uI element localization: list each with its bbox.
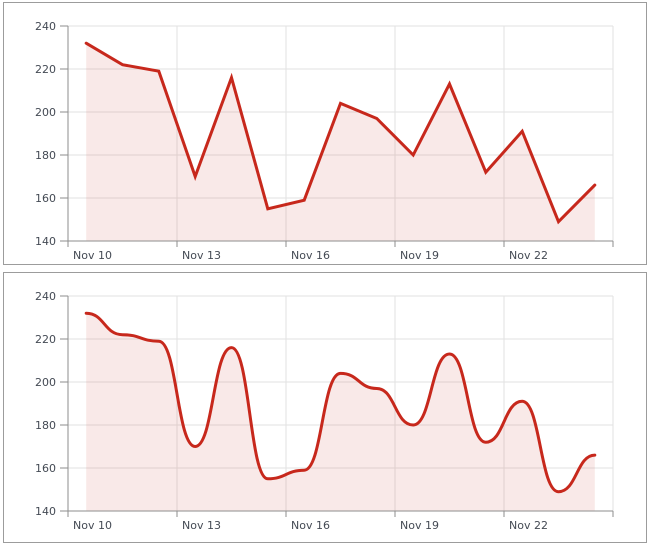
y-axis-label: 200 bbox=[35, 106, 56, 119]
x-axis-label: Nov 22 bbox=[509, 519, 548, 532]
x-axis-label: Nov 10 bbox=[73, 519, 112, 532]
y-axis-label: 220 bbox=[35, 63, 56, 76]
line-series bbox=[84, 41, 597, 225]
linear-chart-panel: 140 160 180 200 220 240 Nov 10 Nov 13 Nov 16 Nov … bbox=[3, 2, 647, 265]
x-axis-label: Nov 16 bbox=[291, 249, 330, 262]
y-axis-label: 220 bbox=[35, 333, 56, 346]
y-axis-label: 180 bbox=[35, 419, 56, 432]
y-axis-label: 200 bbox=[35, 376, 56, 389]
y-axis-label: 140 bbox=[35, 235, 56, 248]
x-axis-label: Nov 13 bbox=[182, 249, 221, 262]
y-axis-label: 240 bbox=[35, 290, 56, 303]
spline-series bbox=[84, 311, 597, 494]
spline-chart-canvas: 140 160 180 200 220 240 Nov 10 Nov 13 Nov 16 Nov … bbox=[35, 290, 614, 532]
x-axis-label: Nov 19 bbox=[400, 519, 439, 532]
line-chart-canvas: 140 160 180 200 220 240 Nov 10 Nov 13 Nov 16 Nov … bbox=[35, 20, 614, 262]
y-axis-label: 160 bbox=[35, 192, 56, 205]
y-axis-label: 140 bbox=[35, 505, 56, 518]
y-axis-label: 160 bbox=[35, 462, 56, 475]
area-fill bbox=[86, 313, 595, 511]
x-axis-label: Nov 10 bbox=[73, 249, 112, 262]
area-fill bbox=[86, 43, 595, 242]
y-axis-label: 240 bbox=[35, 20, 56, 33]
x-axis-label: Nov 19 bbox=[400, 249, 439, 262]
y-axis-label: 180 bbox=[35, 149, 56, 162]
smoothed-chart-panel: 140 160 180 200 220 240 Nov 10 Nov 13 Nov 16 Nov … bbox=[3, 272, 647, 543]
x-axis-label: Nov 16 bbox=[291, 519, 330, 532]
x-axis-label: Nov 13 bbox=[182, 519, 221, 532]
x-axis-label: Nov 22 bbox=[509, 249, 548, 262]
